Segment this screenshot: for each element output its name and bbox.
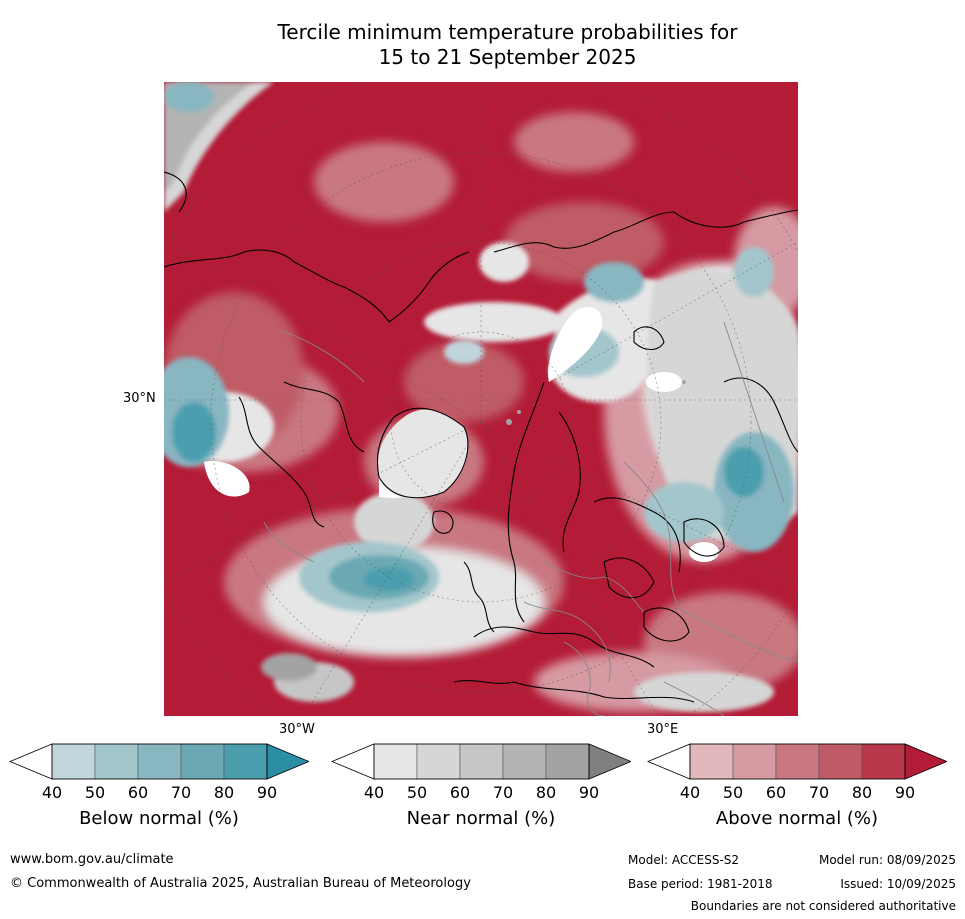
colorbar-tick-label: 40 xyxy=(679,783,701,802)
colorbar-outline xyxy=(373,743,590,780)
colorbar-segment xyxy=(818,743,863,780)
colorbar-tick-label: 50 xyxy=(406,783,428,802)
probability-map xyxy=(164,82,798,716)
colorbar-above-normal xyxy=(647,743,947,781)
colorbar-over-triangle xyxy=(904,743,947,780)
colorbar-tick-label: 90 xyxy=(256,783,278,802)
colorbar-near-normal-svg xyxy=(331,743,631,780)
colorbar-under-triangle xyxy=(647,743,691,780)
colorbar-near-title: Near normal (%) xyxy=(406,808,556,829)
colorbar-segment xyxy=(180,743,225,780)
colorbar-tick-label: 40 xyxy=(363,783,385,802)
colorbar-below-normal xyxy=(9,743,309,781)
colorbar-tick-label: 90 xyxy=(894,783,916,802)
colorbar-outline xyxy=(689,743,906,780)
speckles xyxy=(506,380,686,425)
model-text: Model: ACCESS-S2 xyxy=(628,853,740,867)
colorbar-segment xyxy=(689,743,734,780)
colorbar-tick-label: 80 xyxy=(535,783,557,802)
latitude-label-30n: 30°N xyxy=(123,391,156,406)
copyright-text: © Commonwealth of Australia 2025, Austra… xyxy=(10,876,471,891)
colorbar-segment xyxy=(545,743,590,780)
colorbar-over-triangle xyxy=(266,743,309,780)
map-canvas xyxy=(164,82,798,716)
colorbar-segment xyxy=(51,743,96,780)
disclaimer-text: Boundaries are not considered authoritat… xyxy=(690,899,956,913)
colorbar-tick-label: 70 xyxy=(492,783,514,802)
colorbar-segment xyxy=(459,743,504,780)
website-link[interactable]: www.bom.gov.au/climate xyxy=(10,852,174,867)
longitude-label-30w: 30°W xyxy=(279,722,315,737)
colorbar-segment xyxy=(502,743,547,780)
colorbar-outline xyxy=(51,743,268,780)
colorbar-near-normal xyxy=(331,743,631,781)
colorbar-tick-label: 60 xyxy=(449,783,471,802)
colorbar-segment xyxy=(137,743,182,780)
colorbar-over-triangle xyxy=(588,743,631,780)
graticule xyxy=(164,82,798,716)
colorbar-segment xyxy=(732,743,777,780)
colorbar-under-triangle xyxy=(331,743,375,780)
below-normal-layer xyxy=(164,82,794,612)
colorbar-below-normal-svg xyxy=(9,743,309,780)
colorbar-segment xyxy=(775,743,820,780)
colorbar-segment xyxy=(416,743,461,780)
issued-text: Issued: 10/09/2025 xyxy=(840,877,956,891)
title-line-1: Tercile minimum temperature probabilitie… xyxy=(277,20,738,44)
colorbar-segment xyxy=(373,743,418,780)
colorbar-tick-label: 50 xyxy=(84,783,106,802)
greenland-region xyxy=(377,409,468,499)
colorbar-tick-label: 70 xyxy=(170,783,192,802)
colorbar-tick-label: 40 xyxy=(41,783,63,802)
colorbar-above-title: Above normal (%) xyxy=(715,808,879,829)
colorbar-segment xyxy=(861,743,906,780)
model-run-text: Model run: 08/09/2025 xyxy=(818,853,956,867)
borders xyxy=(263,321,798,716)
colorbar-above-normal-svg xyxy=(647,743,947,780)
base-period-text: Base period: 1981-2018 xyxy=(628,877,773,891)
colorbar-tick-label: 80 xyxy=(213,783,235,802)
longitude-label-30e: 30°E xyxy=(647,722,679,737)
colorbar-tick-label: 60 xyxy=(765,783,787,802)
colorbar-under-triangle xyxy=(9,743,53,780)
colorbar-tick-label: 80 xyxy=(851,783,873,802)
colorbar-segment xyxy=(223,743,268,780)
colorbar-tick-label: 60 xyxy=(127,783,149,802)
colorbar-below-title: Below normal (%) xyxy=(79,808,239,829)
title-line-2: 15 to 21 September 2025 xyxy=(378,45,637,69)
colorbar-tick-label: 90 xyxy=(578,783,600,802)
colorbar-segment xyxy=(94,743,139,780)
colorbar-tick-label: 50 xyxy=(722,783,744,802)
colorbar-tick-label: 70 xyxy=(808,783,830,802)
coastlines xyxy=(164,171,798,703)
chart-title: Tercile minimum temperature probabilitie… xyxy=(165,20,850,70)
